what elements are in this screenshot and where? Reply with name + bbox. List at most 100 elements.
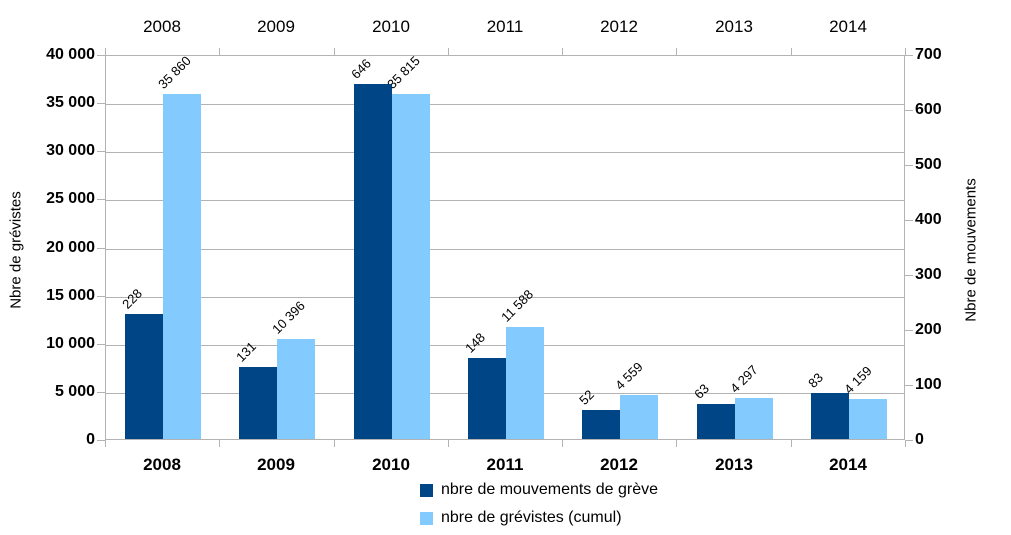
data-label-mouvements-2009: 131 bbox=[233, 338, 260, 365]
top-axis-tick bbox=[334, 48, 335, 55]
left-axis-tick bbox=[97, 103, 105, 104]
legend-key-mouvements bbox=[420, 483, 433, 497]
bar-mouvements-2013 bbox=[697, 404, 735, 439]
x-top-label-2013: 2013 bbox=[715, 17, 753, 36]
right-axis-tick bbox=[905, 220, 913, 221]
data-label-grevistes-2011: 11 588 bbox=[498, 286, 537, 325]
right-axis-tick-label: 300 bbox=[915, 266, 942, 283]
top-axis-tick bbox=[905, 48, 906, 55]
left-axis-tick-label: 15 000 bbox=[46, 287, 95, 304]
left-axis-tick bbox=[97, 151, 105, 152]
data-label-mouvements-2014: 83 bbox=[805, 369, 826, 391]
data-label-mouvements-2008: 228 bbox=[119, 285, 146, 312]
left-axis-tick-label: 40 000 bbox=[46, 46, 95, 63]
x-bottom-label-2014: 2014 bbox=[829, 455, 867, 474]
top-axis-tick bbox=[219, 48, 220, 55]
bottom-axis-tick bbox=[105, 440, 106, 447]
bar-mouvements-2010 bbox=[354, 84, 392, 439]
bar-mouvements-2011 bbox=[468, 358, 506, 439]
legend-label: nbre de mouvements de grève bbox=[441, 481, 659, 498]
x-bottom-label-2012: 2012 bbox=[600, 455, 638, 474]
right-axis-tick-label: 500 bbox=[915, 156, 942, 173]
left-axis-tick bbox=[97, 344, 105, 345]
right-axis-tick bbox=[905, 55, 913, 56]
data-label-grevistes-2013: 4 297 bbox=[727, 362, 761, 396]
gridline bbox=[106, 345, 904, 346]
plot-area: 228 35 860 131 10 396 646 35 815 148 11 588 52 4 … bbox=[105, 52, 905, 440]
x-top-label-2012: 2012 bbox=[600, 17, 638, 36]
left-axis-tick bbox=[97, 55, 105, 56]
right-axis-tick bbox=[905, 440, 913, 441]
bottom-axis-tick bbox=[791, 440, 792, 447]
left-axis-tick-label: 20 000 bbox=[46, 239, 95, 256]
right-axis-tick bbox=[905, 330, 913, 331]
right-axis-tick bbox=[905, 385, 913, 386]
right-axis-tick bbox=[905, 165, 913, 166]
data-label-grevistes-2014: 4 159 bbox=[841, 363, 875, 397]
bottom-axis-tick bbox=[905, 440, 906, 447]
data-label-grevistes-2012: 4 559 bbox=[612, 359, 646, 393]
bar-mouvements-2014 bbox=[811, 393, 849, 439]
gridline bbox=[106, 200, 904, 201]
x-bottom-label-2010: 2010 bbox=[372, 455, 410, 474]
bar-mouvements-2008 bbox=[125, 314, 163, 439]
right-axis-tick-label: 100 bbox=[915, 376, 942, 393]
data-label-grevistes-2009: 10 396 bbox=[269, 297, 308, 337]
bar-grevistes-2011 bbox=[506, 327, 544, 439]
right-axis-tick-label: 700 bbox=[915, 46, 942, 63]
legend-item-mouvements: nbre de mouvements de grève bbox=[420, 481, 658, 499]
legend: nbre de mouvements de grève nbre de grévi… bbox=[420, 481, 658, 535]
x-top-label-2014: 2014 bbox=[829, 17, 867, 36]
x-bottom-label-2013: 2013 bbox=[715, 455, 753, 474]
bottom-axis-tick bbox=[448, 440, 449, 447]
legend-item-grevistes: nbre de grévistes (cumul) bbox=[420, 509, 658, 527]
gridline bbox=[106, 297, 904, 298]
bottom-axis-tick bbox=[219, 440, 220, 447]
data-label-mouvements-2011: 148 bbox=[462, 329, 489, 356]
bottom-axis-tick bbox=[562, 440, 563, 447]
left-axis-tick-label: 30 000 bbox=[46, 142, 95, 159]
left-axis-title: Nbre de grévistes bbox=[7, 191, 25, 309]
left-axis-tick bbox=[97, 199, 105, 200]
bar-grevistes-2008 bbox=[163, 94, 201, 439]
data-label-mouvements-2012: 52 bbox=[576, 386, 597, 408]
x-bottom-label-2009: 2009 bbox=[257, 455, 295, 474]
data-label-grevistes-2008: 35 860 bbox=[155, 52, 194, 92]
right-axis-tick-label: 600 bbox=[915, 101, 942, 118]
gridline bbox=[106, 104, 904, 105]
x-bottom-label-2008: 2008 bbox=[143, 455, 181, 474]
top-axis-tick bbox=[791, 48, 792, 55]
bottom-axis-tick bbox=[676, 440, 677, 447]
x-top-label-2010: 2010 bbox=[372, 17, 410, 36]
top-axis-tick bbox=[676, 48, 677, 55]
bar-grevistes-2010 bbox=[392, 94, 430, 439]
x-top-label-2009: 2009 bbox=[257, 17, 295, 36]
bar-grevistes-2014 bbox=[849, 399, 887, 439]
gridline bbox=[106, 152, 904, 153]
left-axis-tick-label: 25 000 bbox=[46, 190, 95, 207]
top-axis-tick bbox=[105, 48, 106, 55]
left-axis-tick-label: 35 000 bbox=[46, 94, 95, 111]
data-label-grevistes-2010: 35 815 bbox=[384, 52, 423, 92]
top-axis-tick bbox=[448, 48, 449, 55]
left-axis-tick bbox=[97, 248, 105, 249]
bar-grevistes-2009 bbox=[277, 339, 315, 439]
bar-grevistes-2012 bbox=[620, 395, 658, 439]
data-label-mouvements-2013: 63 bbox=[691, 380, 712, 402]
bar-mouvements-2009 bbox=[239, 367, 277, 439]
legend-key-grevistes bbox=[420, 511, 433, 525]
left-axis-tick-label: 0 bbox=[86, 431, 95, 448]
x-top-label-2008: 2008 bbox=[143, 17, 181, 36]
legend-label: nbre de grévistes (cumul) bbox=[441, 509, 622, 526]
left-axis-tick bbox=[97, 392, 105, 393]
x-top-label-2011: 2011 bbox=[486, 17, 524, 36]
right-axis-tick bbox=[905, 110, 913, 111]
top-axis-tick bbox=[562, 48, 563, 55]
gridline bbox=[106, 249, 904, 250]
bottom-axis-tick bbox=[334, 440, 335, 447]
data-label-mouvements-2010: 646 bbox=[348, 55, 375, 82]
right-axis-tick bbox=[905, 275, 913, 276]
left-axis-tick-label: 5 000 bbox=[54, 383, 95, 400]
left-axis-tick-label: 10 000 bbox=[46, 335, 95, 352]
